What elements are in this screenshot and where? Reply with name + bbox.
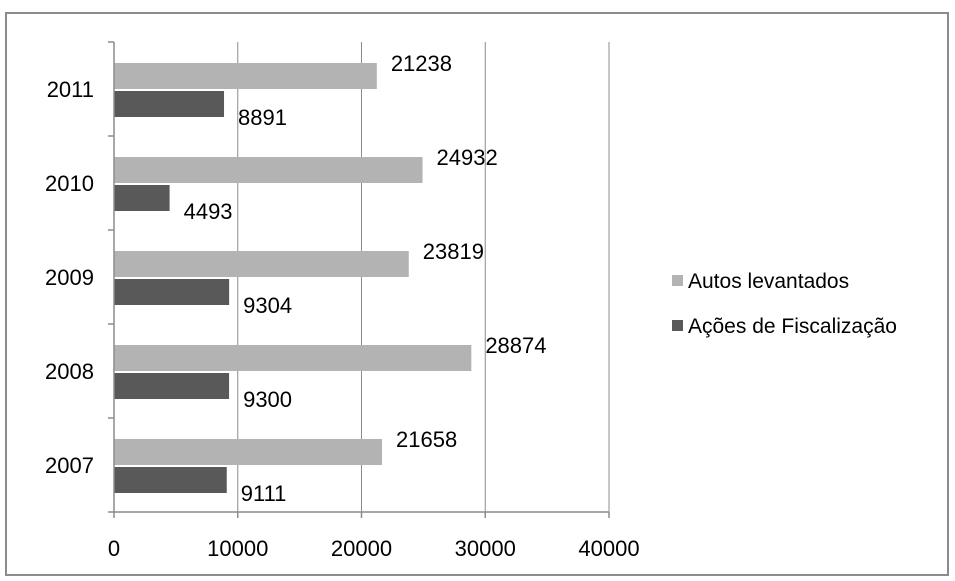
x-tick-label-2: 20000 [331, 536, 392, 561]
legend-label-acoes: Ações de Fiscalização [688, 315, 897, 338]
data-label-acoes-2007: 9111 [241, 481, 287, 506]
bar-acoes-2010 [114, 185, 170, 211]
y-tick-label-2009: 2009 [45, 265, 94, 290]
bar-acoes-2009 [114, 279, 230, 305]
bar-autos-2009 [114, 251, 409, 277]
bar-autos-2010 [114, 157, 423, 183]
data-label-autos-2009: 23819 [423, 239, 484, 264]
data-label-acoes-2010: 4493 [184, 199, 233, 224]
x-tick-label-1: 10000 [207, 536, 268, 561]
bar-acoes-2008 [114, 373, 230, 399]
bar-acoes-2007 [114, 467, 227, 493]
x-tick-label-3: 30000 [455, 536, 516, 561]
legend-label-autos: Autos levantados [688, 270, 849, 293]
labels: 0 10000 20000 30000 40000 2007 21658 9111 2008 28… [45, 51, 640, 561]
bars [114, 63, 472, 493]
y-tick-label-2011: 2011 [47, 77, 94, 102]
data-label-autos-2008: 28874 [485, 333, 546, 358]
x-tick-label-0: 0 [108, 536, 120, 561]
bar-acoes-2011 [114, 91, 225, 117]
legend-swatch-autos [672, 275, 683, 286]
y-tick-label-2007: 2007 [45, 453, 94, 478]
legend-swatch-acoes [672, 320, 683, 331]
data-label-acoes-2009: 9304 [243, 293, 292, 318]
data-label-autos-2011: 21238 [391, 51, 452, 76]
bar-autos-2007 [114, 439, 383, 465]
data-label-acoes-2011: 8891 [238, 105, 287, 130]
data-label-autos-2010: 24932 [437, 145, 498, 170]
bar-autos-2008 [114, 345, 472, 371]
axes [108, 41, 610, 518]
legend: Autos levantados Ações de Fiscalização [672, 270, 897, 338]
x-tick-label-4: 40000 [578, 536, 639, 561]
y-tick-label-2008: 2008 [45, 359, 94, 384]
y-tick-label-2010: 2010 [45, 171, 94, 196]
bar-autos-2011 [114, 63, 377, 89]
data-label-autos-2007: 21658 [396, 427, 457, 452]
data-label-acoes-2008: 9300 [243, 387, 292, 412]
